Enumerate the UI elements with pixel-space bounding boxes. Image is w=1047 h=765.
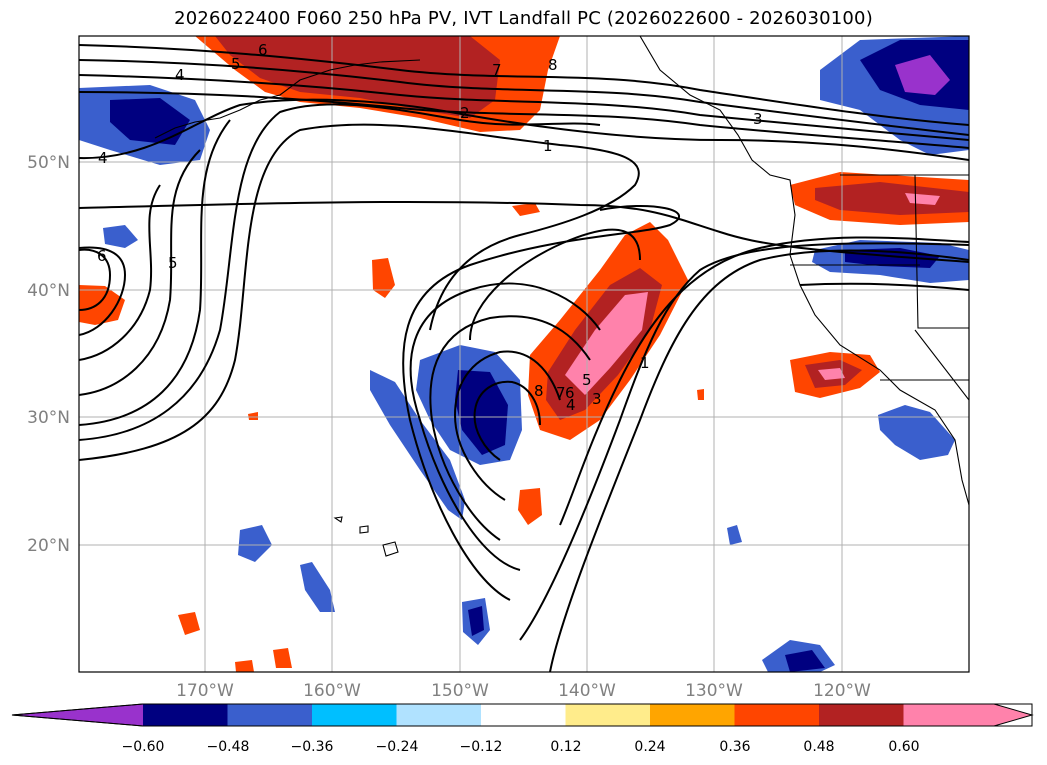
contour-label: 6	[97, 247, 107, 265]
colorbar-segment	[227, 704, 313, 726]
colorbar-tick-label: −0.36	[291, 739, 334, 755]
colorbar-tick-label: 0.36	[719, 739, 750, 755]
colorbar-tick-label: 0.48	[803, 739, 834, 755]
contour-label: 5	[582, 371, 592, 389]
latitude-labels: 50°N 40°N 30°N 20°N	[27, 153, 70, 556]
lon-label: 130°W	[685, 681, 743, 701]
colorbar-segment	[565, 704, 651, 726]
colorbar-tick-label: −0.24	[376, 739, 419, 755]
map-frame	[78, 35, 970, 673]
contour-label: 7	[492, 61, 502, 79]
colorbar-segment	[312, 704, 397, 726]
lat-label: 30°N	[27, 408, 70, 428]
lat-label: 50°N	[27, 153, 70, 173]
pv-contours	[79, 44, 969, 672]
colorbar-segment	[396, 704, 482, 726]
colorbar: −0.60 −0.48 −0.36 −0.24 −0.12 0.12 0.24 …	[11, 703, 1034, 755]
colorbar-tick-label: 0.12	[550, 739, 581, 755]
contour-label: 5	[168, 254, 178, 272]
lon-label: 160°W	[303, 681, 361, 701]
lon-label: 150°W	[431, 681, 489, 701]
colorbar-segment	[143, 704, 228, 726]
contour-label: 4	[566, 396, 576, 414]
contour-label: 8	[548, 56, 558, 74]
contour-label: 1	[640, 354, 650, 372]
lat-label: 40°N	[27, 281, 70, 301]
colorbar-segment	[650, 704, 735, 726]
contour-label: 3	[592, 390, 602, 408]
contour-labels: 6 5 4 4 7 8 2 1 3 6 5 8 7 6 5 4 3 1	[97, 41, 763, 414]
colorbar-tick-label: −0.60	[122, 739, 165, 755]
colorbar-segment	[734, 704, 820, 726]
map-panel: 6 5 4 4 7 8 2 1 3 6 5 8 7 6 5 4 3 1	[79, 36, 969, 672]
contour-label: 8	[534, 382, 544, 400]
map-title: 2026022400 F060 250 hPa PV, IVT Landfall…	[174, 8, 873, 29]
colorbar-extend-max	[903, 704, 1032, 726]
lon-label: 120°W	[813, 681, 871, 701]
colorbar-tick-label: −0.48	[207, 739, 250, 755]
lat-label: 20°N	[27, 536, 70, 556]
colorbar-segment	[481, 704, 566, 726]
colorbar-tick-label: 0.60	[888, 739, 919, 755]
colorbar-ticks: −0.60 −0.48 −0.36 −0.24 −0.12 0.12 0.24 …	[122, 739, 920, 755]
contour-label: 4	[98, 149, 108, 167]
colorbar-tick-label: 0.24	[634, 739, 665, 755]
colorbar-segment	[819, 704, 904, 726]
contour-label: 3	[753, 110, 763, 128]
longitude-labels: 170°W 160°W 150°W 140°W 130°W 120°W	[176, 681, 871, 701]
contour-label: 4	[175, 66, 185, 84]
contour-label: 5	[231, 55, 241, 73]
contour-label: 2	[460, 104, 470, 122]
graticule	[79, 36, 969, 672]
contour-label: 1	[543, 137, 553, 155]
contour-label: 6	[565, 384, 575, 402]
contour-label: 6	[258, 41, 268, 59]
lon-label: 170°W	[176, 681, 234, 701]
colorbar-tick-label: −0.12	[460, 739, 503, 755]
colorbar-segments	[11, 703, 1034, 727]
contour-label: 7	[556, 384, 566, 402]
colorbar-extend-min	[12, 704, 143, 726]
colorbar-outline	[11, 703, 1033, 727]
lon-label: 140°W	[558, 681, 616, 701]
